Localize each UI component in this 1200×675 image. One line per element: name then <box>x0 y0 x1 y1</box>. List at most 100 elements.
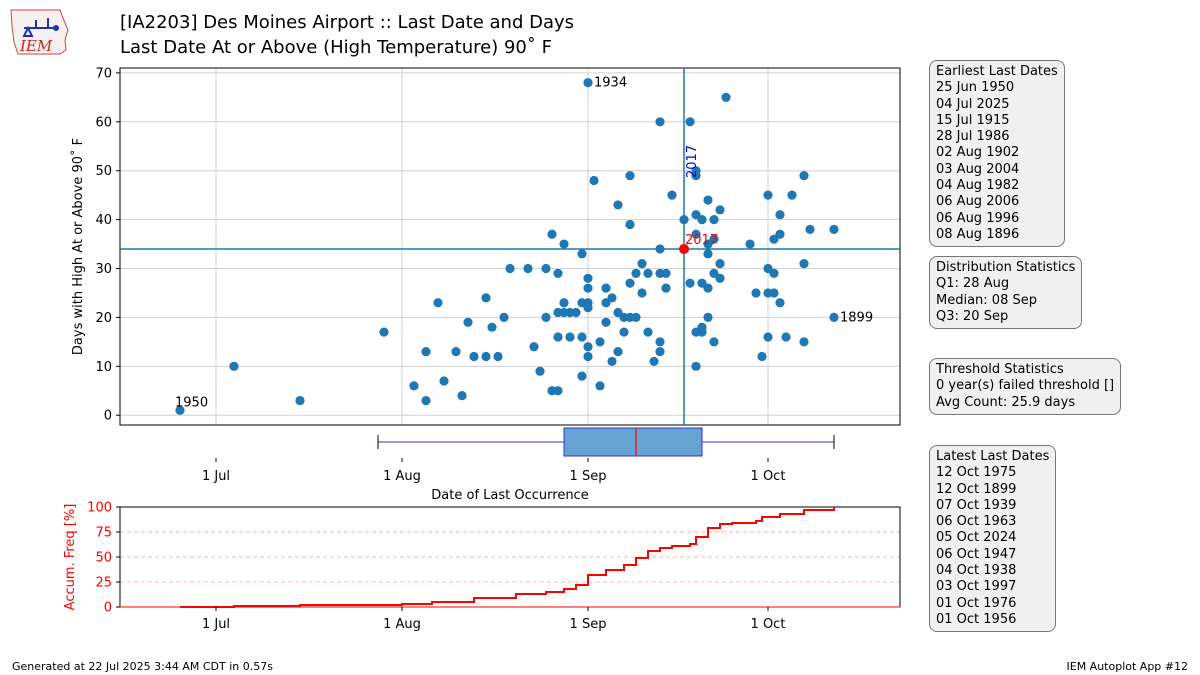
earliest-item: 28 Jul 1986 <box>936 129 1010 145</box>
data-point <box>703 312 713 323</box>
data-point <box>631 312 641 323</box>
x-axis-label: Date of Last Occurrence <box>431 488 588 503</box>
data-point <box>709 234 719 244</box>
y-tick-label: 50 <box>95 164 112 179</box>
data-point <box>769 288 779 298</box>
data-point <box>643 327 653 337</box>
latest-item: 01 Oct 1976 <box>936 595 1017 611</box>
data-point <box>601 317 611 327</box>
data-point <box>715 259 725 269</box>
data-point <box>655 347 665 357</box>
data-point <box>175 405 185 415</box>
highlight-point-label: 2017 <box>685 233 718 248</box>
freq-y-tick-label: 25 <box>95 576 112 591</box>
threshold-item: 0 year(s) failed threshold [] <box>936 378 1115 394</box>
data-point <box>757 351 767 362</box>
data-point <box>535 366 545 376</box>
data-point <box>595 337 605 347</box>
data-point <box>487 322 497 332</box>
data-point <box>559 298 569 308</box>
data-point <box>745 239 755 249</box>
data-point <box>583 351 593 362</box>
data-point <box>709 215 719 225</box>
data-point <box>583 78 593 88</box>
latest-item: 06 Oct 1963 <box>936 514 1017 530</box>
data-point <box>583 273 593 283</box>
data-point <box>637 259 647 269</box>
latest-item: 04 Oct 1938 <box>936 563 1017 579</box>
y-tick-label: 60 <box>95 115 112 130</box>
footer-app: IEM Autoplot App #12 <box>1066 660 1189 673</box>
data-point <box>469 351 479 362</box>
distribution-panel: Distribution Statistics Q1: 28 Aug Media… <box>929 256 1083 330</box>
data-point <box>541 263 551 274</box>
latest-item: 01 Oct 1956 <box>936 611 1017 627</box>
data-point <box>805 224 815 234</box>
year-annotation: 1950 <box>175 395 208 410</box>
data-point <box>715 205 725 215</box>
logo-text: IEM <box>19 37 53 55</box>
data-point <box>601 283 611 293</box>
freq-x-tick-label: 1 Aug <box>383 617 421 632</box>
latest-item: 06 Oct 1947 <box>936 546 1017 562</box>
latest-panel: Latest Last Dates 12 Oct 1975 12 Oct 189… <box>929 445 1057 633</box>
data-point <box>553 268 563 278</box>
data-point <box>655 337 665 347</box>
data-point <box>433 298 443 308</box>
data-point <box>697 215 707 225</box>
freq-y-axis-label: Accum. Freq [%] <box>63 504 78 611</box>
distribution-title: Distribution Statistics <box>936 260 1076 275</box>
data-point <box>541 312 551 323</box>
data-point <box>661 268 671 278</box>
data-point <box>691 361 701 371</box>
freq-x-tick-label: 1 Sep <box>570 617 607 632</box>
data-point <box>763 190 773 200</box>
earliest-item: 06 Aug 2006 <box>936 194 1020 210</box>
data-point <box>799 337 809 347</box>
year-annotation: 1934 <box>594 76 627 91</box>
earliest-item: 04 Jul 2025 <box>936 96 1010 112</box>
data-point <box>577 332 587 342</box>
latest-item: 12 Oct 1975 <box>936 465 1017 481</box>
y-tick-label: 30 <box>95 262 112 277</box>
earliest-item: 02 Aug 1902 <box>936 145 1020 161</box>
iem-logo: IEM <box>10 9 69 55</box>
data-point <box>625 170 635 181</box>
data-point <box>421 395 431 406</box>
data-point <box>775 298 785 308</box>
data-point <box>691 229 701 239</box>
data-point <box>631 268 641 278</box>
data-point <box>685 117 695 127</box>
data-point <box>457 391 467 401</box>
data-point <box>613 347 623 357</box>
data-point <box>685 278 695 288</box>
earliest-item: 08 Aug 1896 <box>936 226 1020 242</box>
data-point <box>451 347 461 357</box>
x-tick-label: 1 Oct <box>751 469 786 484</box>
footer-generated: Generated at 22 Jul 2025 3:44 AM CDT in … <box>12 660 273 673</box>
data-point <box>577 371 587 381</box>
data-point <box>655 117 665 127</box>
data-point <box>679 215 689 225</box>
data-point <box>619 327 629 337</box>
earliest-item: 04 Aug 1982 <box>936 178 1020 194</box>
latest-item: 07 Oct 1939 <box>936 497 1017 513</box>
data-point <box>523 263 533 274</box>
data-point <box>505 263 515 274</box>
latest-title: Latest Last Dates <box>936 449 1050 464</box>
data-point <box>547 229 557 239</box>
data-point <box>703 249 713 259</box>
earliest-item: 06 Aug 1996 <box>936 210 1020 226</box>
data-point <box>643 268 653 278</box>
freq-frame <box>119 506 901 608</box>
data-point <box>769 268 779 278</box>
data-point <box>775 229 785 239</box>
threshold-title: Threshold Statistics <box>936 362 1064 377</box>
earliest-panel: Earliest Last Dates 25 Jun 1950 04 Jul 2… <box>929 60 1065 248</box>
x-tick-label: 1 Aug <box>383 469 421 484</box>
y-tick-label: 10 <box>95 360 112 375</box>
earliest-item: 25 Jun 1950 <box>936 80 1015 96</box>
data-point <box>709 337 719 347</box>
data-point <box>715 273 725 283</box>
